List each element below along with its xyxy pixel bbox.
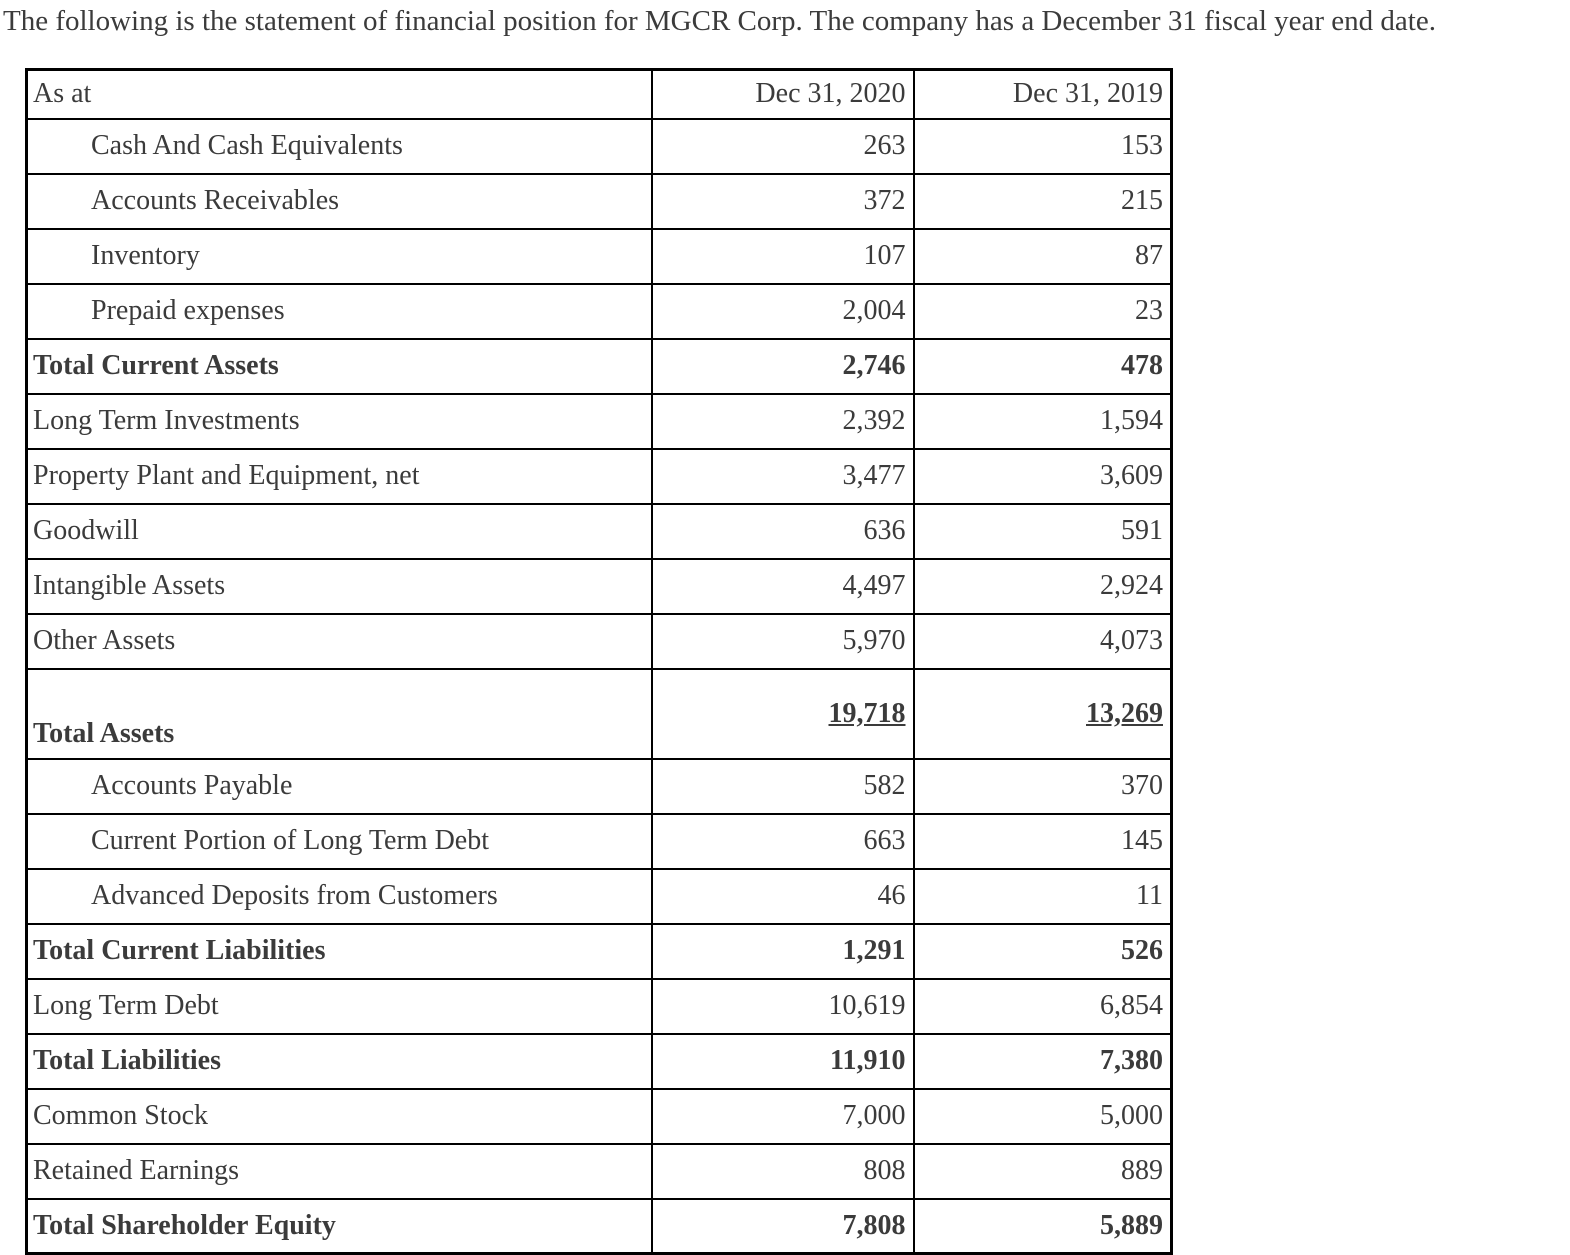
value-2019: 526 [912,922,1173,980]
row-label: Prepaid expenses [25,282,653,340]
row-label: Other Assets [25,612,653,670]
value-2020: 11,910 [650,1032,915,1090]
value-2019: 1,594 [912,392,1173,450]
table-row-inventory: Inventory 107 87 [25,227,1173,285]
table-row-goodwill: Goodwill 636 591 [25,502,1173,560]
table-row-common-stock: Common Stock 7,000 5,000 [25,1087,1173,1145]
table-row-total-current-assets: Total Current Assets 2,746 478 [25,337,1173,395]
value-2019: 11 [912,867,1173,925]
value-2020: 636 [650,502,915,560]
value-2020: 808 [650,1142,915,1200]
table-row-total-shareholder-equity: Total Shareholder Equity 7,808 5,889 [25,1197,1173,1255]
row-label: Current Portion of Long Term Debt [25,812,653,870]
table-row-intangible-assets: Intangible Assets 4,497 2,924 [25,557,1173,615]
value-2020: 7,000 [650,1087,915,1145]
table-row-accounts-payable: Accounts Payable 582 370 [25,757,1173,815]
underlined-total: 19,718 [828,697,906,729]
value-2019: 370 [912,757,1173,815]
header-as-at: As at [25,68,653,120]
value-2020: 7,808 [650,1197,915,1255]
table-row-total-liabilities: Total Liabilities 11,910 7,380 [25,1032,1173,1090]
row-label: Retained Earnings [25,1142,653,1200]
row-label: Total Shareholder Equity [25,1197,653,1255]
table-row-total-current-liabilities: Total Current Liabilities 1,291 526 [25,922,1173,980]
header-dec-31-2019: Dec 31, 2019 [912,68,1173,120]
value-2020: 10,619 [650,977,915,1035]
value-2019: 6,854 [912,977,1173,1035]
table-header-row: As at Dec 31, 2020 Dec 31, 2019 [25,68,1173,120]
table-row-accounts-receivables: Accounts Receivables 372 215 [25,172,1173,230]
value-2020: 372 [650,172,915,230]
value-2020: 3,477 [650,447,915,505]
table-row-current-portion-long-term-debt: Current Portion of Long Term Debt 663 14… [25,812,1173,870]
row-label: Inventory [25,227,653,285]
row-label: Total Current Liabilities [25,922,653,980]
value-2019: 7,380 [912,1032,1173,1090]
value-2019: 3,609 [912,447,1173,505]
row-label: Total Current Assets [25,337,653,395]
table-row-prepaid-expenses: Prepaid expenses 2,004 23 [25,282,1173,340]
value-2019: 87 [912,227,1173,285]
table-row-cash-and-cash-equivalents: Cash And Cash Equivalents 263 153 [25,117,1173,175]
row-label: Accounts Payable [25,757,653,815]
value-2019: 889 [912,1142,1173,1200]
header-dec-31-2020: Dec 31, 2020 [650,68,915,120]
value-2019: 215 [912,172,1173,230]
row-label: Total Assets [25,667,653,760]
value-2019: 2,924 [912,557,1173,615]
row-label: Goodwill [25,502,653,560]
value-2019: 5,889 [912,1197,1173,1255]
row-label: Long Term Debt [25,977,653,1035]
row-label: Property Plant and Equipment, net [25,447,653,505]
table-row-total-assets: Total Assets 19,718 13,269 [25,667,1173,760]
table-row-long-term-investments: Long Term Investments 2,392 1,594 [25,392,1173,450]
table-row-retained-earnings: Retained Earnings 808 889 [25,1142,1173,1200]
row-label: Cash And Cash Equivalents [25,117,653,175]
row-label: Common Stock [25,1087,653,1145]
value-2020: 4,497 [650,557,915,615]
row-label: Total Liabilities [25,1032,653,1090]
table-row-advanced-deposits: Advanced Deposits from Customers 46 11 [25,867,1173,925]
value-2020: 19,718 [650,667,915,760]
value-2019: 591 [912,502,1173,560]
value-2019: 4,073 [912,612,1173,670]
table-row-other-assets: Other Assets 5,970 4,073 [25,612,1173,670]
row-label: Accounts Receivables [25,172,653,230]
value-2020: 2,746 [650,337,915,395]
value-2019: 23 [912,282,1173,340]
table-row-property-plant-equipment: Property Plant and Equipment, net 3,477 … [25,447,1173,505]
value-2019: 5,000 [912,1087,1173,1145]
value-2020: 582 [650,757,915,815]
table-row-long-term-debt: Long Term Debt 10,619 6,854 [25,977,1173,1035]
value-2019: 145 [912,812,1173,870]
value-2019: 478 [912,337,1173,395]
value-2019: 13,269 [912,667,1173,760]
financial-position-table: As at Dec 31, 2020 Dec 31, 2019 Cash And… [25,68,1173,1255]
value-2020: 2,004 [650,282,915,340]
value-2020: 2,392 [650,392,915,450]
value-2020: 46 [650,867,915,925]
value-2020: 1,291 [650,922,915,980]
row-label: Advanced Deposits from Customers [25,867,653,925]
row-label: Intangible Assets [25,557,653,615]
value-2019: 153 [912,117,1173,175]
intro-text: The following is the statement of financ… [3,5,1436,37]
underlined-total: 13,269 [1086,697,1163,729]
value-2020: 107 [650,227,915,285]
value-2020: 263 [650,117,915,175]
value-2020: 5,970 [650,612,915,670]
value-2020: 663 [650,812,915,870]
row-label: Long Term Investments [25,392,653,450]
